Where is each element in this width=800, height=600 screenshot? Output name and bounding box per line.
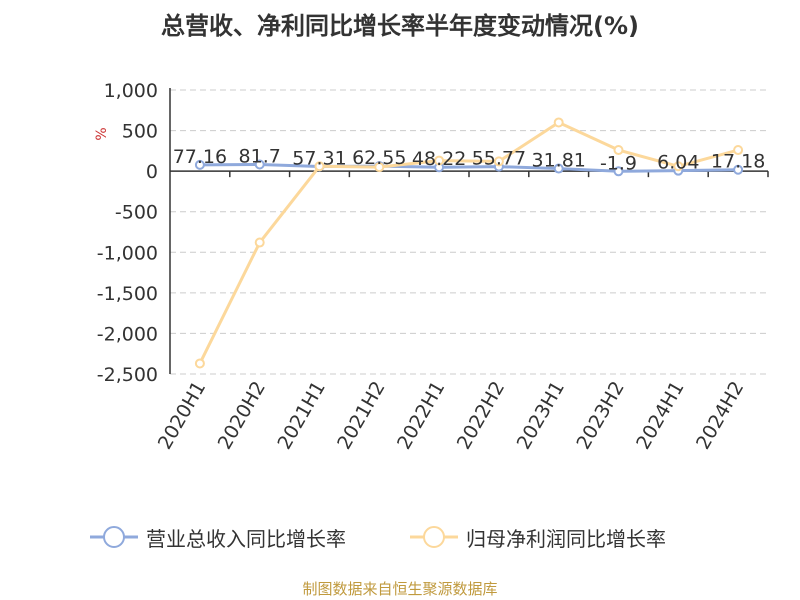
data-point-0-1 — [254, 159, 265, 170]
legend-item-net-profit[interactable]: 归母净利润同比增长率 — [410, 522, 666, 552]
source-note: 制图数据来自恒生聚源数据库 — [302, 580, 498, 598]
data-point-1-4 — [434, 155, 445, 166]
series — [194, 117, 744, 369]
data-point-1-0 — [194, 358, 205, 369]
data-label: 17.18 — [711, 151, 765, 173]
y-tick-label: 0 — [146, 161, 158, 183]
y-axis-unit-label: % — [94, 127, 110, 140]
x-tick-label: 2022H2 — [453, 378, 509, 454]
data-label: 81.7 — [239, 146, 281, 168]
data-point-1-7 — [613, 145, 624, 156]
legend-item-revenue[interactable]: 营业总收入同比增长率 — [90, 522, 346, 552]
y-tick-label: -2,000 — [97, 323, 158, 345]
data-point-0-9 — [733, 164, 744, 175]
chart-title: 总营收、净利同比增长率半年度变动情况(%) — [161, 12, 639, 40]
data-label: 62.55 — [352, 147, 406, 169]
x-tick-label: 2021H2 — [333, 378, 389, 454]
data-label: 6.04 — [657, 152, 699, 174]
axes: 1,0005000-500-1,000-1,500-2,000-2,500202… — [97, 80, 769, 454]
data-point-1-3 — [374, 162, 385, 173]
legend-label-revenue: 营业总收入同比增长率 — [146, 526, 346, 551]
data-label: 77.16 — [173, 146, 227, 168]
legend-marker-net-profit-icon — [410, 526, 458, 548]
y-tick-label: -1,000 — [97, 242, 158, 264]
line-chart: 1,0005000-500-1,000-1,500-2,000-2,500202… — [94, 80, 769, 454]
x-tick-label: 2022H1 — [393, 377, 449, 453]
y-tick-label: 1,000 — [104, 80, 158, 102]
x-tick-label: 2023H1 — [513, 378, 569, 454]
data-point-0-7 — [613, 166, 624, 177]
y-tick-label: -2,500 — [97, 364, 158, 386]
x-tick-label: 2020H1 — [154, 378, 210, 454]
y-tick-label: -1,500 — [97, 283, 158, 305]
grid-lines — [170, 89, 768, 375]
legend: 营业总收入同比增长率 归母净利润同比增长率 — [0, 520, 800, 554]
legend-label-net-profit: 归母净利润同比增长率 — [466, 526, 666, 551]
data-label: 31.81 — [531, 150, 585, 172]
y-tick-label: -500 — [115, 202, 158, 224]
data-point-1-5 — [493, 156, 504, 167]
data-labels: 77.16 81.7 57.31 62.55 48.22 55.77 31.81 -1.9 6.… — [173, 146, 766, 175]
x-tick-label: 2024H1 — [632, 378, 688, 454]
data-point-0-0 — [194, 159, 205, 170]
legend-marker-revenue-icon — [90, 526, 138, 548]
x-tick-label: 2023H2 — [572, 378, 628, 454]
data-label: 55.77 — [472, 148, 526, 170]
series-line-0 — [199, 163, 739, 173]
x-tick-label: 2020H2 — [214, 378, 270, 454]
data-point-0-6 — [553, 163, 564, 174]
y-tick-label: 500 — [122, 121, 158, 143]
data-point-1-1 — [254, 237, 265, 248]
data-label: -1.9 — [600, 152, 637, 174]
data-point-1-8 — [673, 161, 684, 172]
data-point-1-6 — [553, 117, 564, 128]
series-line-1 — [198, 120, 739, 365]
x-tick-label: 2021H1 — [273, 378, 329, 454]
x-tick-label: 2024H2 — [692, 378, 748, 454]
data-point-1-9 — [733, 145, 744, 156]
data-label: 57.31 — [292, 147, 346, 169]
data-point-1-2 — [314, 161, 325, 172]
data-label: 48.22 — [412, 148, 466, 170]
